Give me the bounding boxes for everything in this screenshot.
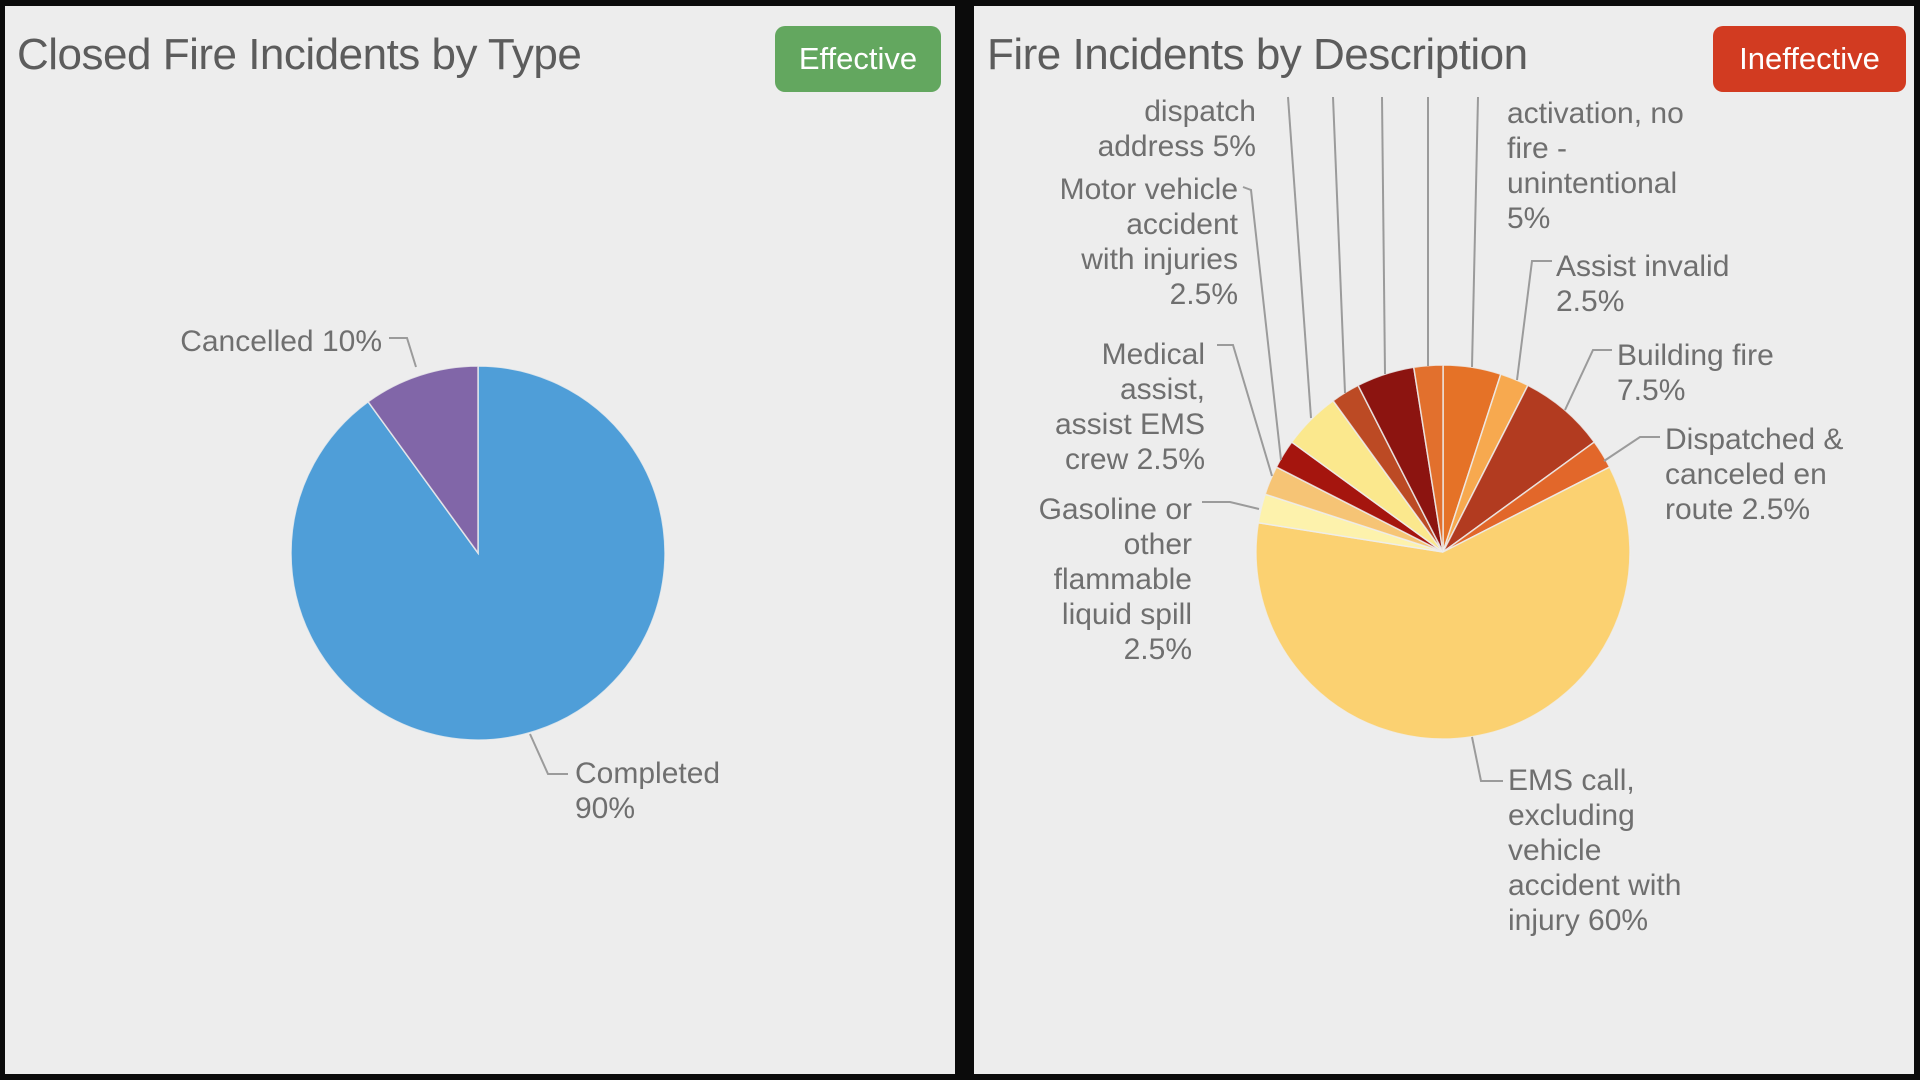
- page-title: Closed Fire Incidents by Type: [17, 30, 582, 79]
- cancelled-leader-line: [389, 337, 417, 368]
- panel-fire-incidents-description: Fire Incidents by Description Ineffectiv…: [974, 6, 1914, 1074]
- closed-incidents-pie-chart: [290, 337, 666, 775]
- motor-vehicle-label: Motor vehicle accident with injuries 2.5…: [1059, 173, 1238, 311]
- panel-closed-fire-incidents: Closed Fire Incidents by Type Effective …: [5, 6, 955, 1074]
- assist-invalid-label: Assist invalid 2.5%: [1556, 250, 1730, 318]
- pie-slice-ems-call-excluding-vehicle-accident-with-injury[interactable]: [1255, 466, 1631, 740]
- completed-leader-line: [529, 733, 568, 775]
- incidents-description-pie-chart: [1202, 96, 1660, 782]
- dispatched-canceled-label: Dispatched & canceled en route 2.5%: [1665, 423, 1844, 526]
- medical-assist-label: Medical assist, assist EMS crew 2.5%: [1054, 338, 1205, 476]
- hidden-label-leader-line-2: [1381, 96, 1386, 375]
- dispatch-address-label: dispatch address 5%: [1097, 95, 1256, 163]
- hidden-label-leader-line-1: [1332, 96, 1346, 394]
- dispatched-canceled-leader-line: [1603, 436, 1660, 462]
- gasoline-leader-line: [1202, 501, 1260, 510]
- activation-leader-line: [1471, 96, 1479, 368]
- pie-left-slices: [290, 365, 666, 741]
- assist-invalid-leader-line: [1516, 260, 1552, 381]
- dispatch-leader-line: [1287, 96, 1312, 419]
- page-title-right: Fire Incidents by Description: [987, 30, 1528, 79]
- gasoline-label: Gasoline or other flammable liquid spill…: [1038, 493, 1192, 666]
- ems-call-label: EMS call, excluding vehicle accident wit…: [1508, 764, 1682, 937]
- pie-slice-cancelled[interactable]: [367, 365, 479, 556]
- cancelled-slice-label: Cancelled 10%: [180, 325, 382, 358]
- ems-call-leader-line: [1471, 736, 1503, 782]
- completed-slice-label: Completed 90%: [575, 757, 721, 825]
- effective-badge[interactable]: Effective: [775, 26, 941, 92]
- medical-assist-leader-line: [1217, 344, 1273, 477]
- ineffective-badge[interactable]: Ineffective: [1713, 26, 1906, 92]
- building-fire-label: Building fire 7.5%: [1617, 339, 1774, 407]
- motor-vehicle-leader-line: [1242, 186, 1282, 461]
- building-fire-leader-line: [1564, 349, 1612, 411]
- activation-no-fire-label: activation, no fire - unintentional 5%: [1507, 97, 1684, 235]
- pie-right-slices: [1255, 364, 1631, 740]
